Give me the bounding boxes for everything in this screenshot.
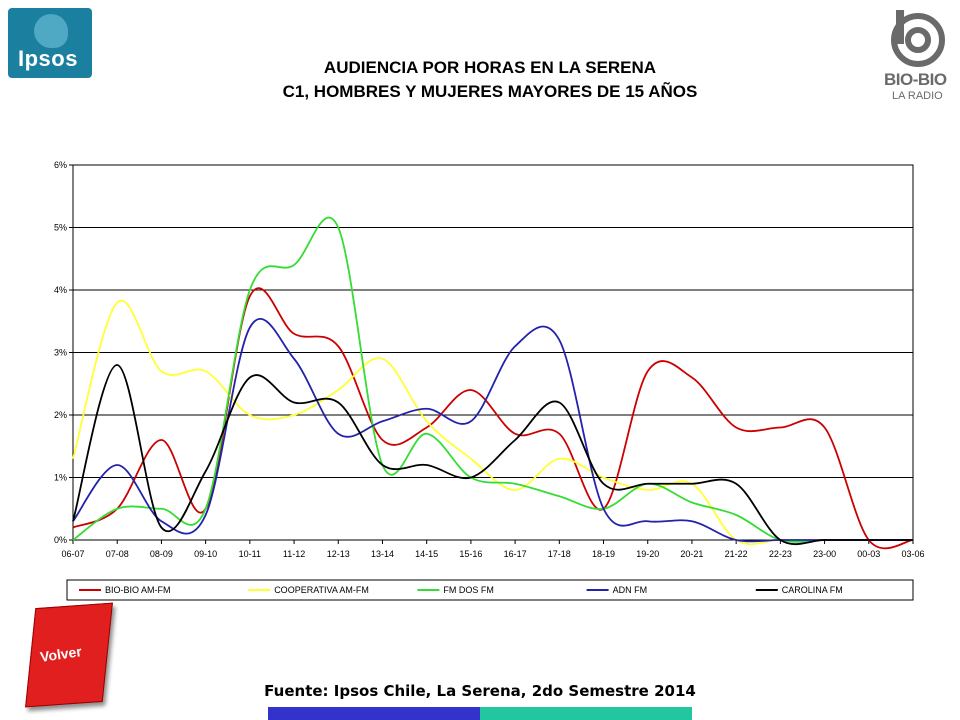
footer-bar-left [268, 707, 480, 720]
x-tick-label: 17-18 [548, 549, 571, 559]
source-note: Fuente: Ipsos Chile, La Serena, 2do Seme… [264, 682, 696, 700]
x-tick-label: 15-16 [459, 549, 482, 559]
x-tick-label: 21-22 [725, 549, 748, 559]
x-tick-label: 14-15 [415, 549, 438, 559]
biobio-mark-icon [891, 10, 945, 67]
y-tick-label: 0% [54, 535, 67, 545]
chart-title-line1: AUDIENCIA POR HORAS EN LA SERENA [323, 58, 657, 77]
x-tick-label: 08-09 [150, 549, 173, 559]
legend-label: FM DOS FM [443, 585, 494, 595]
y-tick-label: 6% [54, 160, 67, 170]
y-tick-label: 5% [54, 223, 67, 233]
legend-label: ADN FM [613, 585, 648, 595]
footer-bar-right [480, 707, 692, 720]
x-tick-label: 07-08 [106, 549, 129, 559]
series-line [72, 216, 913, 543]
x-tick-label: 20-21 [680, 549, 703, 559]
legend-label: CAROLINA FM [782, 585, 843, 595]
biobio-logo-sub: LA RADIO [892, 90, 943, 102]
series-line [72, 364, 913, 546]
legend-label: COOPERATIVA AM-FM [274, 585, 369, 595]
biobio-logo-text: BIO-BIO [884, 70, 947, 89]
x-tick-label: 03-06 [901, 549, 924, 559]
series-line [72, 299, 913, 546]
y-tick-label: 2% [54, 410, 67, 420]
x-tick-label: 13-14 [371, 549, 394, 559]
y-tick-label: 1% [54, 473, 67, 483]
series-line [72, 318, 913, 543]
biobio-logo: BIO-BIO LA RADIO [880, 8, 952, 104]
y-tick-label: 4% [54, 285, 67, 295]
legend-box [66, 579, 914, 601]
back-button[interactable]: Volver [22, 602, 113, 710]
legend-label: BIO-BIO AM-FM [105, 585, 171, 595]
x-tick-label: 19-20 [636, 549, 659, 559]
x-tick-label: 16-17 [504, 549, 527, 559]
ipsos-logo-text: Ipsos [18, 46, 78, 71]
x-tick-label: 22-23 [769, 549, 792, 559]
chart-title-line2: C1, HOMBRES Y MUJERES MAYORES DE 15 AÑOS [282, 82, 698, 101]
y-tick-label: 3% [54, 348, 67, 358]
x-tick-label: 23-00 [813, 549, 836, 559]
x-tick-label: 06-07 [61, 549, 84, 559]
ipsos-logo: Ipsos [8, 8, 92, 78]
x-tick-label: 00-03 [857, 549, 880, 559]
x-tick-label: 12-13 [327, 549, 350, 559]
ipsos-head-icon [34, 14, 68, 48]
x-tick-label: 18-19 [592, 549, 615, 559]
x-tick-label: 11-12 [283, 549, 305, 559]
x-tick-label: 10-11 [239, 549, 261, 559]
x-tick-label: 09-10 [194, 549, 217, 559]
